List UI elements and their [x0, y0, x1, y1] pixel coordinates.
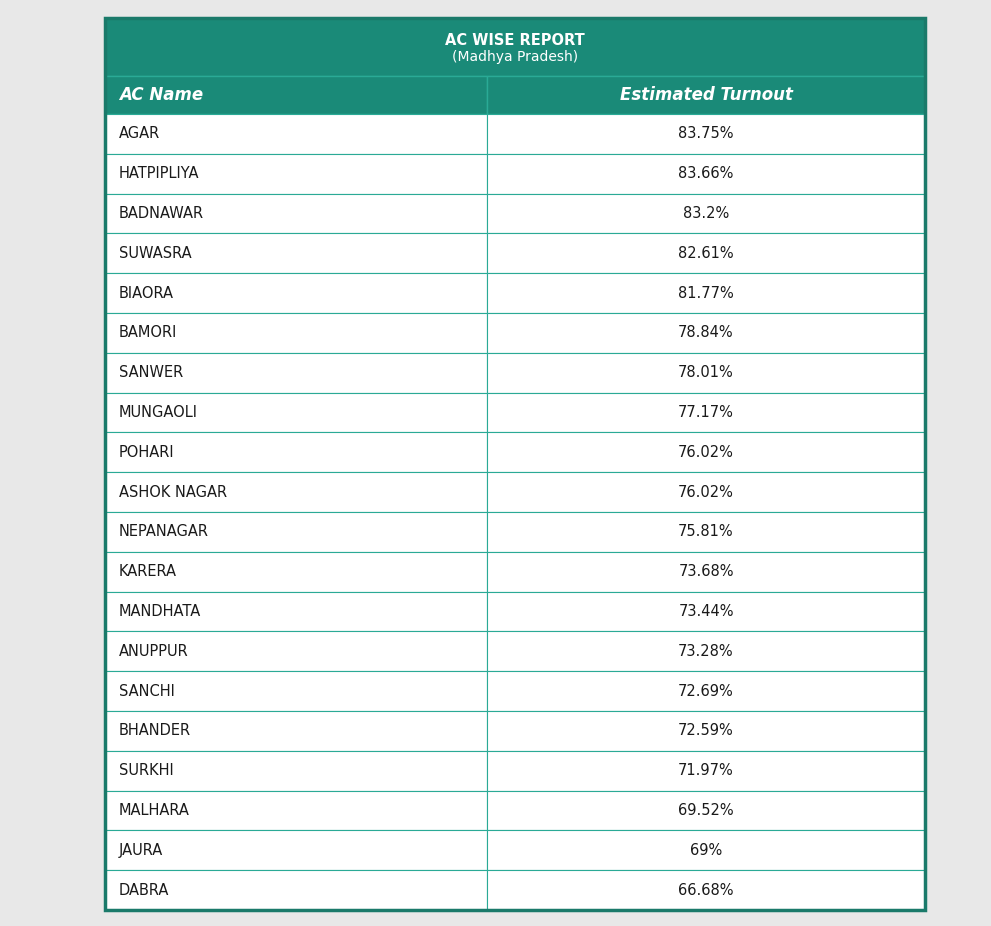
- Bar: [105, 18, 925, 910]
- Bar: [488, 472, 925, 512]
- Text: 73.68%: 73.68%: [678, 564, 733, 579]
- Text: SANWER: SANWER: [119, 365, 183, 381]
- Bar: [488, 791, 925, 831]
- Bar: [105, 313, 488, 353]
- Text: 83.66%: 83.66%: [679, 166, 733, 181]
- Text: MANDHATA: MANDHATA: [119, 604, 201, 619]
- Text: BADNAWAR: BADNAWAR: [119, 206, 204, 221]
- Bar: [488, 432, 925, 472]
- Bar: [105, 870, 488, 910]
- Bar: [105, 18, 925, 76]
- Text: KARERA: KARERA: [119, 564, 177, 579]
- Text: POHARI: POHARI: [119, 444, 174, 460]
- Bar: [488, 313, 925, 353]
- Bar: [105, 552, 488, 592]
- Bar: [488, 671, 925, 711]
- Bar: [105, 512, 488, 552]
- Bar: [488, 711, 925, 751]
- Bar: [105, 472, 488, 512]
- Text: AGAR: AGAR: [119, 127, 161, 142]
- Bar: [488, 512, 925, 552]
- Bar: [105, 432, 488, 472]
- Text: 76.02%: 76.02%: [678, 444, 734, 460]
- Bar: [105, 831, 488, 870]
- Text: HATPIPLIYA: HATPIPLIYA: [119, 166, 199, 181]
- Text: 72.69%: 72.69%: [678, 683, 734, 698]
- Text: JAURA: JAURA: [119, 843, 164, 857]
- Text: 83.75%: 83.75%: [678, 127, 733, 142]
- Text: 71.97%: 71.97%: [678, 763, 734, 778]
- Text: 76.02%: 76.02%: [678, 484, 734, 500]
- Text: Estimated Turnout: Estimated Turnout: [619, 86, 793, 104]
- Bar: [105, 791, 488, 831]
- Text: 81.77%: 81.77%: [678, 285, 734, 301]
- Bar: [105, 233, 488, 273]
- Bar: [105, 273, 488, 313]
- Bar: [105, 711, 488, 751]
- Text: 69%: 69%: [690, 843, 722, 857]
- Bar: [488, 552, 925, 592]
- Text: MALHARA: MALHARA: [119, 803, 190, 818]
- Bar: [488, 114, 925, 154]
- Text: SUWASRA: SUWASRA: [119, 245, 191, 261]
- Bar: [488, 154, 925, 194]
- Bar: [105, 671, 488, 711]
- Bar: [488, 870, 925, 910]
- Text: 77.17%: 77.17%: [678, 405, 734, 420]
- Text: NEPANAGAR: NEPANAGAR: [119, 524, 209, 540]
- Bar: [105, 194, 488, 233]
- Bar: [488, 273, 925, 313]
- Text: (Madhya Pradesh): (Madhya Pradesh): [452, 50, 578, 65]
- Text: 66.68%: 66.68%: [678, 882, 733, 897]
- Text: MUNGAOLI: MUNGAOLI: [119, 405, 198, 420]
- Bar: [488, 194, 925, 233]
- Bar: [488, 592, 925, 632]
- Text: ASHOK NAGAR: ASHOK NAGAR: [119, 484, 227, 500]
- Text: 82.61%: 82.61%: [678, 245, 734, 261]
- Bar: [105, 114, 488, 154]
- Bar: [105, 353, 488, 393]
- Bar: [488, 76, 925, 114]
- Text: DABRA: DABRA: [119, 882, 169, 897]
- Text: 73.44%: 73.44%: [678, 604, 733, 619]
- Bar: [488, 831, 925, 870]
- Text: 83.2%: 83.2%: [683, 206, 729, 221]
- Bar: [105, 751, 488, 791]
- Bar: [488, 233, 925, 273]
- Bar: [105, 154, 488, 194]
- Text: BAMORI: BAMORI: [119, 325, 177, 341]
- Bar: [488, 632, 925, 671]
- Text: AC Name: AC Name: [119, 86, 203, 104]
- Bar: [488, 353, 925, 393]
- Text: 72.59%: 72.59%: [678, 723, 734, 738]
- Text: BIAORA: BIAORA: [119, 285, 174, 301]
- Text: 73.28%: 73.28%: [678, 644, 734, 658]
- Text: SANCHI: SANCHI: [119, 683, 174, 698]
- Text: ANUPPUR: ANUPPUR: [119, 644, 188, 658]
- Bar: [105, 393, 488, 432]
- Bar: [488, 393, 925, 432]
- Text: 69.52%: 69.52%: [678, 803, 734, 818]
- Bar: [105, 76, 488, 114]
- Bar: [105, 632, 488, 671]
- Text: 78.01%: 78.01%: [678, 365, 734, 381]
- Bar: [488, 751, 925, 791]
- Text: SURKHI: SURKHI: [119, 763, 173, 778]
- Text: 75.81%: 75.81%: [678, 524, 734, 540]
- Text: 78.84%: 78.84%: [678, 325, 734, 341]
- Text: BHANDER: BHANDER: [119, 723, 191, 738]
- Bar: [105, 592, 488, 632]
- Text: AC WISE REPORT: AC WISE REPORT: [445, 32, 585, 47]
